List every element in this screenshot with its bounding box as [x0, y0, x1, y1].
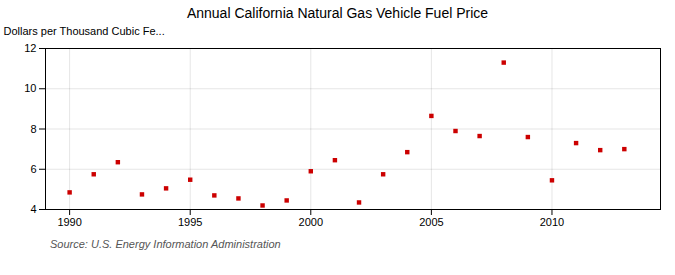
svg-text:2010: 2010 — [540, 216, 564, 228]
svg-text:1990: 1990 — [57, 216, 81, 228]
svg-text:10: 10 — [24, 82, 36, 94]
svg-text:1995: 1995 — [178, 216, 202, 228]
svg-text:8: 8 — [30, 123, 36, 135]
html-text:Annual California Natural Gas: Annual California Natural Gas Vehicle Fu… — [186, 5, 489, 21]
svg-text:6: 6 — [30, 163, 36, 175]
svg-text:2005: 2005 — [419, 216, 443, 228]
svg-text:12: 12 — [24, 42, 36, 54]
svg-text:4: 4 — [30, 203, 36, 215]
svg-text:Dollars per Thousand Cubic Fe.: Dollars per Thousand Cubic Fe... — [4, 25, 165, 37]
html-text:Source: U.S. Energy Informatio: Source: U.S. Energy Information Administ… — [50, 238, 281, 250]
svg-text:2000: 2000 — [299, 216, 323, 228]
